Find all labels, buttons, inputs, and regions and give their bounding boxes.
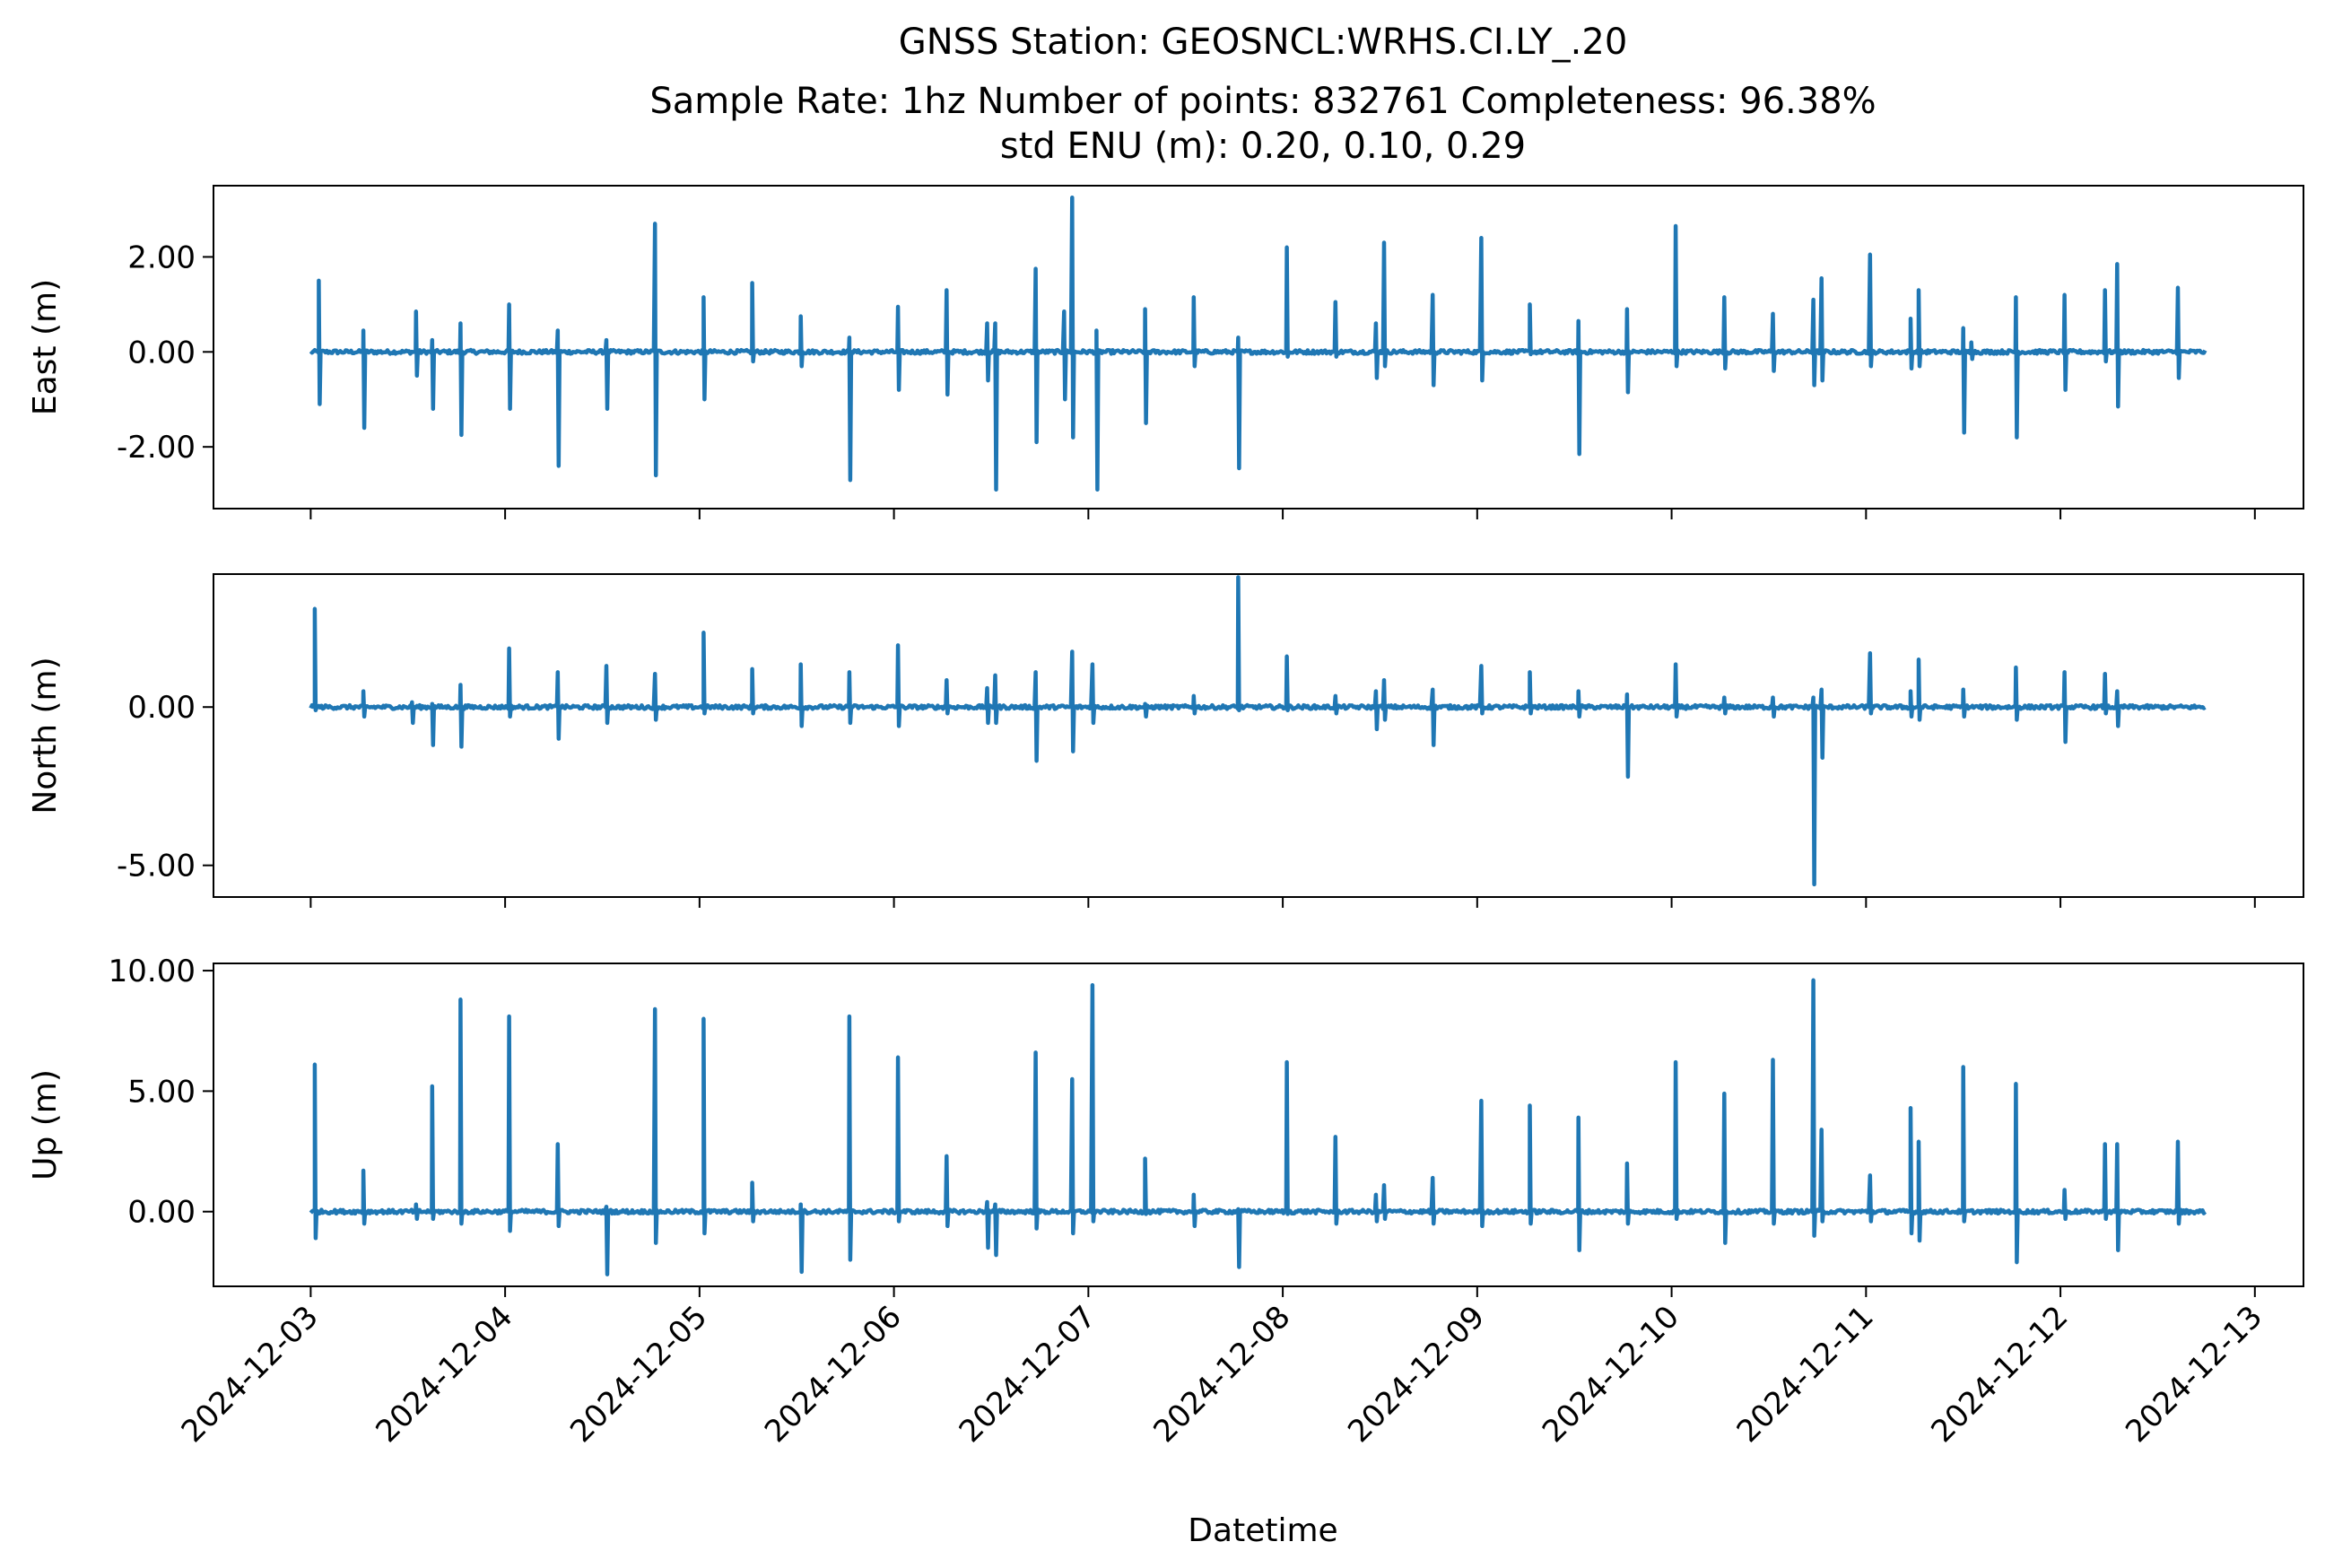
y-axis-label: East (m)	[27, 279, 64, 415]
y-tick-label: 2.00	[127, 240, 196, 275]
subplot-2: 0.00 -5.00 North (m)	[27, 573, 2304, 908]
axes-frame	[213, 963, 2304, 1287]
series-line	[309, 978, 2207, 1276]
series-clip-group	[309, 195, 2207, 492]
title-line-1: GNSS Station: GEOSNCL:WRHS.CI.LY_.20	[899, 22, 1628, 63]
series-line	[309, 195, 2207, 492]
y-tick-label: -5.00	[117, 849, 196, 884]
title-line-2: Sample Rate: 1hz Number of points: 83276…	[649, 81, 1876, 122]
y-tick-label: 5.00	[127, 1074, 196, 1110]
y-axis-label: Up (m)	[27, 1069, 64, 1180]
y-tick-label: 0.00	[127, 690, 196, 726]
subplot-3: 10.00 5.00 0.00 Up (m)	[27, 954, 2304, 1297]
series-clip-group	[309, 575, 2207, 887]
series-line	[309, 575, 2207, 887]
title-line-3: std ENU (m): 0.20, 0.10, 0.29	[1000, 126, 1526, 167]
series-clip-group	[309, 978, 2207, 1276]
subplot-1: 2.00 0.00 -2.00 East (m)	[27, 185, 2304, 519]
y-tick-label: -2.00	[117, 430, 196, 466]
y-axis-label: North (m)	[27, 657, 64, 814]
axes-frame	[213, 185, 2304, 510]
y-tick-label: 0.00	[127, 335, 196, 370]
axes-frame	[213, 573, 2304, 898]
y-tick-label: 10.00	[109, 954, 196, 989]
y-tick-label: 0.00	[127, 1195, 196, 1231]
x-axis-label: Datetime	[1188, 1512, 1337, 1549]
